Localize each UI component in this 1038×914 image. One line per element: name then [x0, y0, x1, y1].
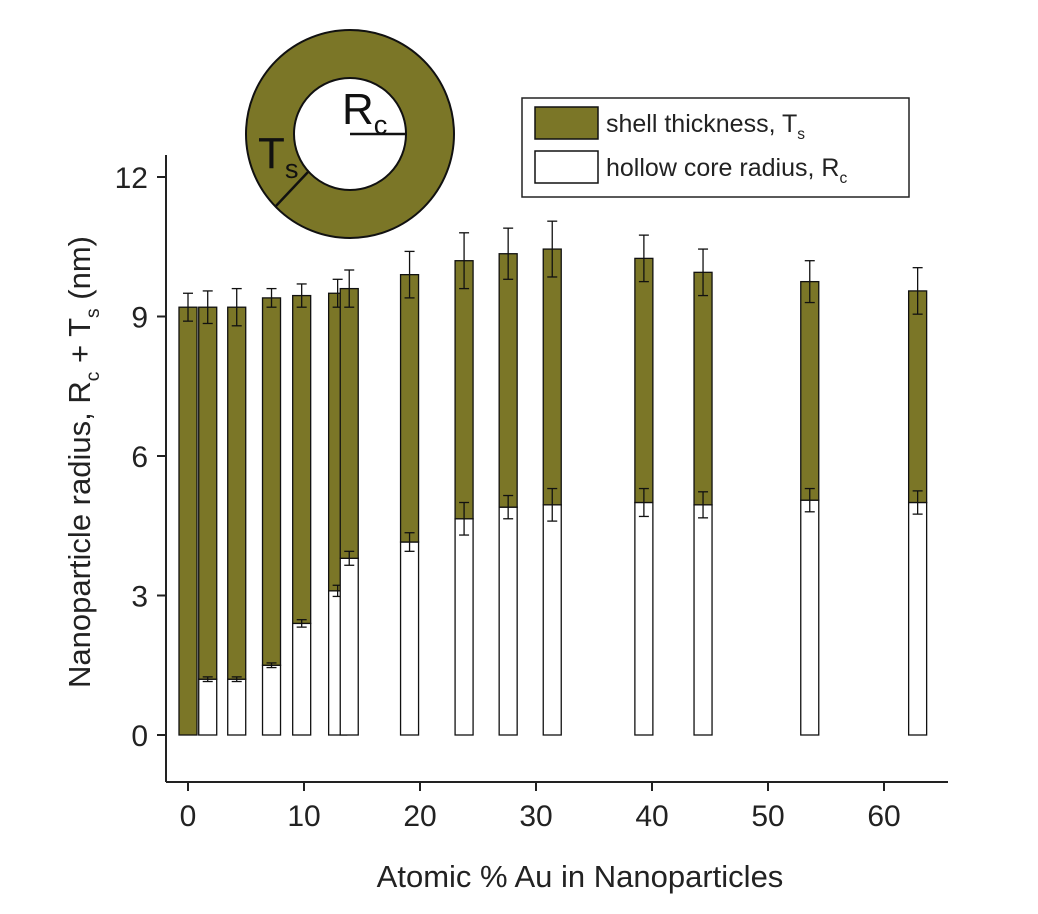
error-bar-core	[296, 619, 307, 628]
bar-core	[339, 557, 359, 736]
bar-shell	[498, 253, 518, 508]
error-bar-core	[231, 676, 242, 683]
error-bar-shell	[804, 260, 815, 304]
x-axis-title: Atomic % Au in Nanoparticles	[377, 859, 784, 894]
bar-core	[693, 504, 713, 736]
legend-swatch-shell	[534, 106, 599, 140]
error-bar-core	[503, 494, 514, 520]
y-axis-title-group: Nanoparticle radius, Rc + Ts (nm)	[62, 236, 104, 688]
bar-shell	[634, 257, 654, 504]
bar-core	[542, 504, 562, 736]
bar-layer	[178, 220, 928, 736]
x-tick-label: 20	[403, 800, 436, 833]
legend-swatch-core	[534, 150, 599, 184]
error-bar-shell	[344, 269, 355, 308]
bar-shell	[800, 280, 820, 501]
error-bar-core	[912, 490, 923, 515]
error-bar-shell	[202, 290, 213, 325]
error-bar-core	[404, 532, 415, 552]
error-bar-shell	[404, 250, 415, 299]
bar-core	[399, 541, 420, 736]
bar-shell	[542, 248, 562, 506]
bar-shell	[198, 306, 218, 680]
y-tick-label: 3	[131, 581, 148, 614]
bar-shell	[907, 290, 928, 504]
bar-shell	[227, 306, 247, 680]
error-bar-shell	[638, 234, 649, 283]
x-tick-label: 50	[751, 800, 784, 833]
error-bar-core	[698, 491, 709, 519]
error-bar-shell	[698, 248, 709, 297]
axes	[165, 155, 948, 783]
x-tick-label: 60	[867, 800, 900, 833]
bar-core	[800, 499, 820, 736]
inset-shell-label: Ts	[258, 129, 299, 184]
error-bar-shell	[296, 283, 307, 308]
legend-label-shell: shell thickness, Ts	[606, 110, 805, 143]
bar-core	[198, 678, 218, 736]
error-bar-shell	[266, 287, 277, 308]
error-bar-shell	[183, 292, 193, 322]
y-axis-title: Nanoparticle radius, Rc + Ts (nm)	[62, 236, 104, 688]
bar-core	[261, 664, 282, 736]
x-tick-label: 40	[635, 800, 668, 833]
error-bar-shell	[547, 220, 558, 278]
bar-shell	[399, 273, 420, 543]
inset-schematic: Rc Ts	[245, 29, 455, 239]
tick-layer: 0 10 20 30 40 50 60 0 3 6 9 12	[115, 162, 901, 833]
error-bar-core	[202, 676, 213, 683]
bar-shell	[339, 287, 359, 559]
y-tick-label: 9	[131, 302, 148, 335]
error-bar-core	[459, 501, 470, 536]
bar-core	[292, 622, 312, 736]
legend-label-core: hollow core radius, Rc	[606, 154, 847, 187]
bar-core	[498, 506, 518, 736]
error-bar-core	[638, 487, 649, 518]
error-bar-shell	[459, 232, 470, 290]
bar-core	[907, 501, 928, 736]
bar-shell	[178, 306, 198, 736]
y-tick-label: 12	[115, 162, 148, 195]
bar-core	[454, 518, 474, 736]
error-bar-core	[804, 487, 815, 513]
inset-shell-thickness-line	[274, 171, 309, 208]
error-bar-core	[344, 550, 355, 566]
error-bar-shell	[912, 267, 923, 315]
bar-shell	[454, 260, 474, 520]
bar-shell	[261, 297, 282, 666]
x-tick-label: 10	[287, 800, 320, 833]
error-bar-core	[547, 487, 558, 522]
x-tick-label: 0	[180, 800, 197, 833]
legend: shell thickness, Ts hollow core radius, …	[521, 97, 910, 198]
error-bar-shell	[231, 287, 242, 327]
inset-core-label: Rc	[342, 85, 387, 140]
error-bar-core	[266, 662, 277, 669]
bar-core	[634, 501, 654, 736]
y-tick-label: 6	[131, 441, 148, 474]
bar-shell	[292, 294, 312, 625]
error-bar-shell	[503, 227, 514, 280]
bar-core	[227, 678, 247, 736]
bar-shell	[693, 271, 713, 506]
y-tick-label: 0	[131, 720, 148, 753]
x-tick-label: 30	[519, 800, 552, 833]
